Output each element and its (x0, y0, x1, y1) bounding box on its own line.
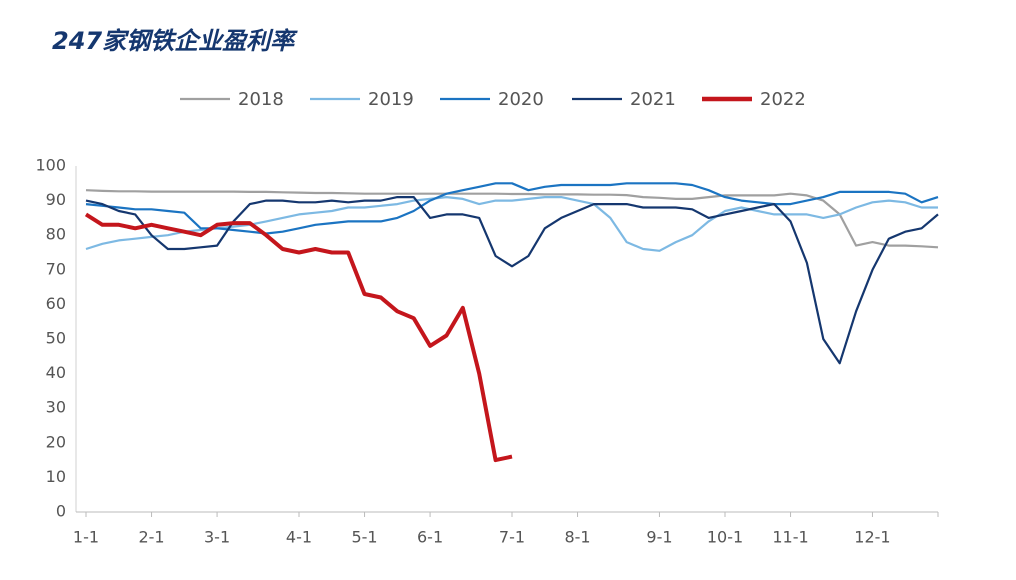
y-tick-label: 70 (46, 259, 66, 278)
series-line (85, 196, 938, 252)
y-tick-label: 50 (46, 329, 66, 348)
y-tick-label: 30 (46, 398, 66, 417)
series-line (85, 189, 939, 249)
x-tick-label: 6-1 (417, 528, 443, 547)
legend-label: 2022 (760, 89, 806, 110)
series-line (84, 212, 513, 463)
x-tick-label: 5-1 (351, 528, 377, 547)
y-tick-label: 0 (56, 502, 66, 521)
chart-title: 247家钢铁企业盈利率 (52, 27, 298, 55)
legend-label: 2018 (238, 89, 284, 110)
series-line (85, 196, 939, 365)
x-tick-label: 9-1 (646, 528, 672, 547)
y-tick-label: 80 (46, 225, 66, 244)
y-tick-label: 90 (46, 190, 66, 209)
y-tick-label: 10 (46, 467, 66, 486)
y-tick-label: 100 (35, 156, 66, 175)
x-tick-label: 1-1 (73, 528, 99, 547)
x-tick-label: 10-1 (707, 528, 743, 547)
legend-label: 2019 (368, 89, 414, 110)
y-tick-label: 60 (46, 294, 66, 313)
x-tick-label: 8-1 (564, 528, 590, 547)
legend: 2018 2019 2020 2021 2022 (180, 89, 806, 110)
y-tick-label: 20 (46, 432, 66, 451)
legend-label: 2020 (498, 89, 544, 110)
x-tick-label: 3-1 (204, 528, 230, 547)
x-tick-label: 2-1 (138, 528, 164, 547)
x-tick-label: 12-1 (854, 528, 890, 547)
x-tick-label: 4-1 (286, 528, 312, 547)
x-tick-label: 7-1 (499, 528, 525, 547)
legend-label: 2021 (630, 89, 676, 110)
y-tick-label: 40 (46, 363, 66, 382)
x-tick-label: 11-1 (772, 528, 808, 547)
